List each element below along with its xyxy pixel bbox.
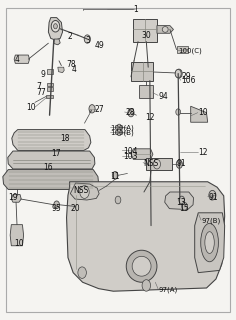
Circle shape	[175, 69, 181, 78]
Circle shape	[153, 159, 160, 169]
Ellipse shape	[205, 232, 214, 253]
Text: 77: 77	[37, 88, 46, 97]
Circle shape	[80, 186, 89, 198]
Circle shape	[54, 201, 59, 209]
Circle shape	[142, 280, 151, 291]
Text: 95: 95	[52, 204, 62, 213]
Circle shape	[182, 203, 187, 210]
Circle shape	[112, 172, 118, 179]
Ellipse shape	[132, 256, 151, 276]
Polygon shape	[195, 213, 225, 273]
Circle shape	[176, 69, 182, 78]
Text: 29: 29	[182, 72, 191, 81]
Polygon shape	[14, 55, 30, 63]
Circle shape	[54, 24, 57, 29]
Polygon shape	[3, 170, 99, 189]
Text: 12: 12	[198, 148, 208, 157]
Polygon shape	[11, 195, 21, 202]
Text: 3: 3	[85, 36, 90, 45]
Circle shape	[179, 196, 185, 204]
Text: 100(B): 100(B)	[110, 130, 134, 136]
Text: 11: 11	[110, 172, 119, 181]
Circle shape	[84, 35, 90, 43]
Circle shape	[209, 190, 216, 200]
Text: 9: 9	[40, 70, 45, 79]
Text: 4: 4	[72, 65, 77, 74]
Ellipse shape	[162, 27, 168, 32]
Text: 106: 106	[181, 76, 196, 85]
Polygon shape	[157, 26, 173, 33]
Text: 49: 49	[94, 41, 104, 50]
Text: 19: 19	[8, 193, 18, 202]
Bar	[46, 95, 53, 98]
Bar	[139, 85, 153, 98]
Text: 1: 1	[133, 5, 138, 14]
Text: 78: 78	[67, 60, 76, 69]
Bar	[47, 69, 53, 74]
Polygon shape	[12, 130, 91, 150]
Text: 20: 20	[71, 204, 80, 213]
Bar	[47, 87, 53, 91]
Text: 12: 12	[145, 113, 155, 122]
Text: 100(C): 100(C)	[178, 48, 202, 54]
Text: 10: 10	[26, 103, 36, 112]
Text: 94: 94	[159, 92, 168, 100]
Polygon shape	[58, 67, 64, 73]
Text: 7: 7	[37, 82, 42, 91]
Text: 16: 16	[44, 163, 53, 172]
Text: 10: 10	[14, 239, 24, 248]
Text: 91: 91	[208, 193, 218, 202]
Text: 27: 27	[94, 105, 104, 114]
Circle shape	[89, 105, 95, 113]
Text: NSS: NSS	[143, 159, 159, 168]
Text: 104: 104	[123, 147, 137, 156]
Bar	[133, 19, 157, 42]
Text: 97(A): 97(A)	[159, 286, 178, 293]
Text: 10: 10	[198, 108, 208, 117]
Text: 18: 18	[60, 134, 70, 143]
Polygon shape	[10, 225, 24, 246]
Text: NSS: NSS	[73, 186, 88, 195]
Polygon shape	[131, 149, 153, 159]
Ellipse shape	[126, 250, 157, 282]
Circle shape	[176, 160, 182, 168]
Polygon shape	[48, 18, 63, 40]
Text: 15: 15	[179, 204, 189, 212]
Circle shape	[51, 20, 60, 32]
Text: 103: 103	[123, 152, 137, 161]
Text: 4: 4	[14, 55, 19, 64]
Polygon shape	[67, 182, 225, 291]
Bar	[131, 62, 153, 81]
Ellipse shape	[201, 223, 219, 262]
Text: 30: 30	[141, 31, 151, 40]
Text: 17: 17	[51, 149, 61, 158]
Bar	[177, 46, 188, 53]
Text: 28: 28	[125, 108, 135, 117]
Polygon shape	[8, 151, 95, 169]
Text: 91: 91	[177, 159, 186, 168]
Circle shape	[128, 108, 134, 117]
Circle shape	[117, 129, 122, 136]
Text: 97(B): 97(B)	[202, 218, 221, 224]
Text: 2: 2	[67, 32, 72, 41]
Circle shape	[117, 124, 122, 131]
Polygon shape	[54, 39, 60, 45]
Circle shape	[115, 196, 121, 204]
Circle shape	[78, 267, 86, 278]
Text: 100(A): 100(A)	[110, 125, 134, 131]
Polygon shape	[70, 183, 99, 200]
Bar	[146, 158, 172, 170]
Text: 13: 13	[177, 198, 186, 207]
Bar	[47, 83, 53, 86]
Polygon shape	[165, 192, 194, 210]
Circle shape	[176, 109, 181, 115]
Polygon shape	[191, 106, 208, 122]
Circle shape	[72, 203, 78, 210]
